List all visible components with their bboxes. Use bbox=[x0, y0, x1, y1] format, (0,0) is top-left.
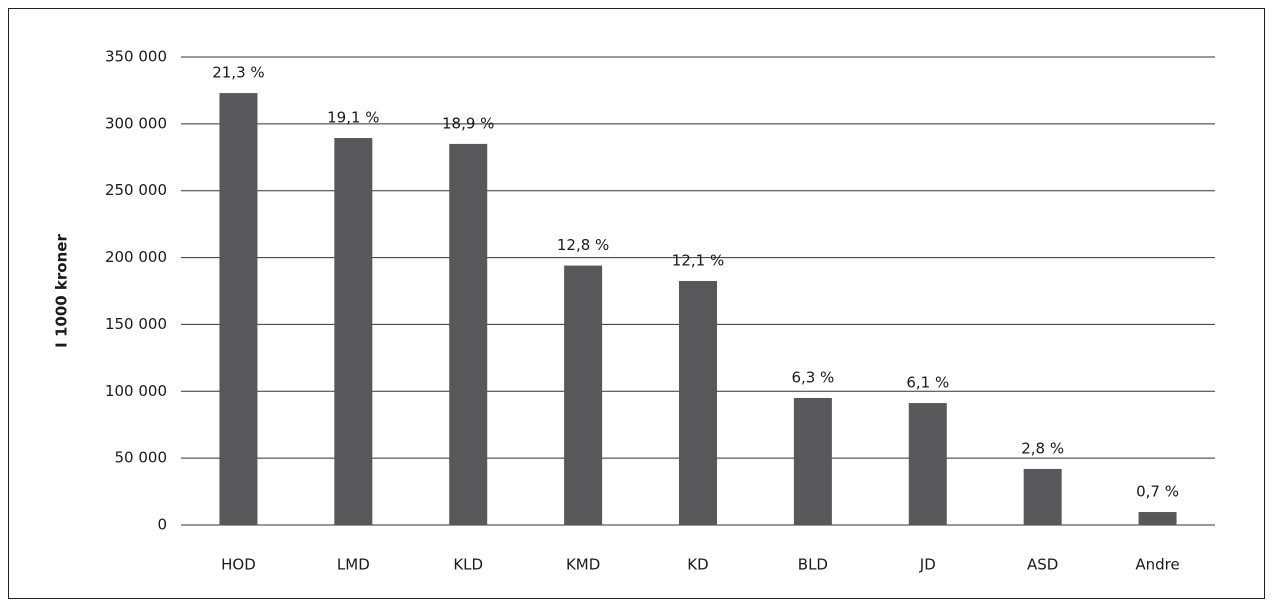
y-axis-label: I 1000 kroner bbox=[53, 234, 71, 348]
x-tick-label: KMD bbox=[566, 556, 600, 574]
share-label: 12,8 % bbox=[557, 236, 609, 254]
share-label: 6,1 % bbox=[906, 374, 949, 392]
bar bbox=[449, 143, 488, 525]
y-tick-label: 300 000 bbox=[105, 114, 167, 132]
share-label: 21,3 % bbox=[212, 64, 264, 82]
bar bbox=[908, 403, 947, 525]
bar bbox=[564, 265, 603, 525]
y-tick-label: 150 000 bbox=[105, 315, 167, 333]
y-tick-label: 200 000 bbox=[105, 248, 167, 266]
bar bbox=[679, 280, 717, 525]
bar bbox=[1023, 468, 1062, 525]
y-tick-label: 50 000 bbox=[115, 449, 168, 467]
bar bbox=[1138, 512, 1177, 525]
share-label: 2,8 % bbox=[1021, 439, 1064, 457]
share-label: 6,3 % bbox=[791, 368, 834, 386]
x-tick-label: JD bbox=[919, 556, 936, 574]
x-tick-label: LMD bbox=[337, 556, 370, 574]
y-tick-label: 100 000 bbox=[105, 382, 167, 400]
x-tick-label: Andre bbox=[1135, 556, 1179, 574]
x-tick-label: BLD bbox=[798, 556, 828, 574]
bar bbox=[219, 93, 258, 526]
bar bbox=[793, 397, 832, 525]
x-tick-label: HOD bbox=[221, 556, 256, 574]
y-tick-label: 250 000 bbox=[105, 181, 167, 199]
bar bbox=[334, 138, 373, 525]
x-tick-label: KD bbox=[687, 556, 708, 574]
share-label: 12,1 % bbox=[672, 251, 724, 269]
x-tick-label: ASD bbox=[1027, 556, 1058, 574]
share-label: 19,1 % bbox=[327, 109, 379, 127]
share-label: 0,7 % bbox=[1136, 483, 1179, 501]
x-tick-label: KLD bbox=[453, 556, 483, 574]
share-label: 18,9 % bbox=[442, 114, 494, 132]
frame bbox=[8, 8, 1265, 599]
y-tick-label: 350 000 bbox=[105, 48, 167, 66]
y-tick-label: 0 bbox=[157, 516, 167, 534]
